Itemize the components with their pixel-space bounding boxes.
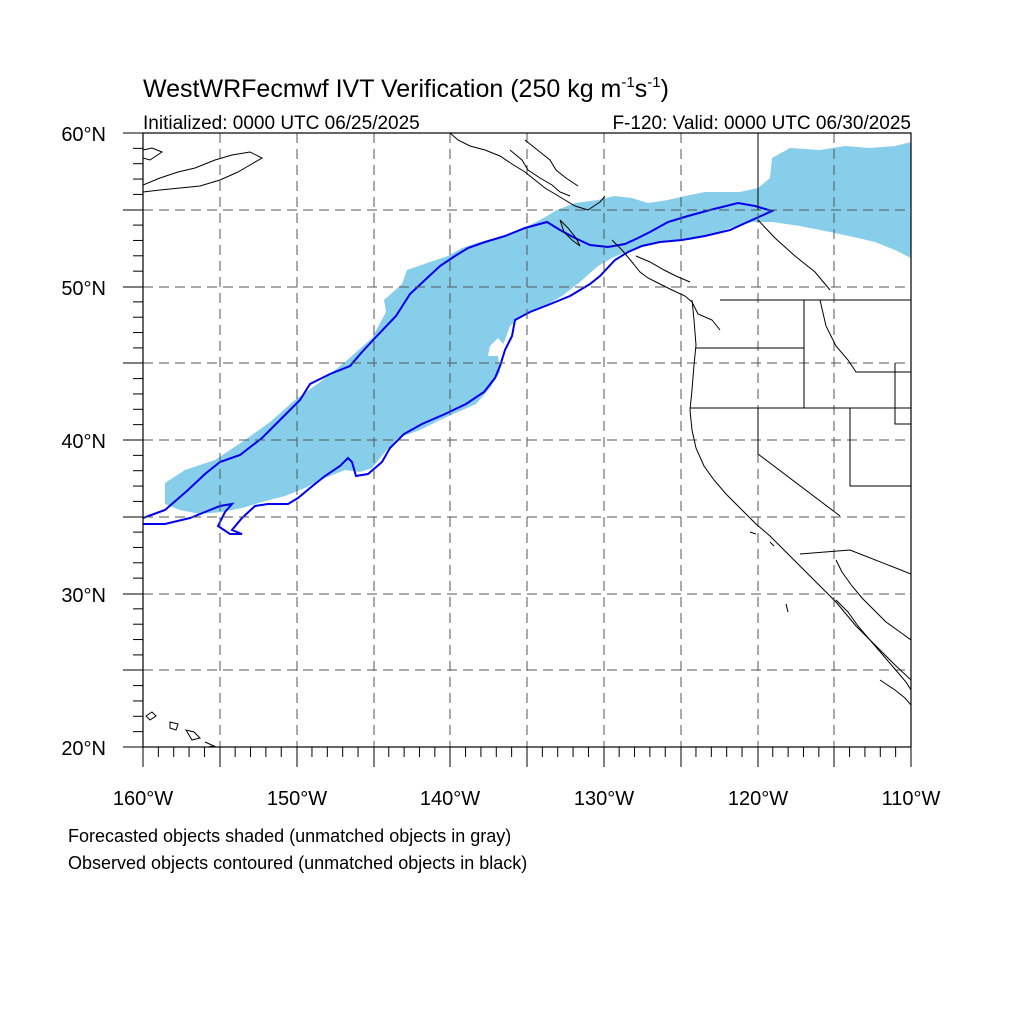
lon-label-140w: 140°W: [420, 788, 480, 810]
lat-label-60n: 60°N: [61, 124, 106, 146]
lon-label-120w: 120°W: [728, 788, 788, 810]
lon-label-130w: 130°W: [574, 788, 634, 810]
observed-object-contour: [143, 201, 775, 535]
lon-label-160w: 160°W: [113, 788, 173, 810]
lat-labels: 60°N 50°N 40°N 30°N 20°N: [61, 124, 106, 760]
lon-label-110w: 110°W: [882, 788, 941, 810]
lat-label-20n: 20°N: [61, 738, 106, 760]
axis-minor-ticks: [133, 147, 897, 757]
political-borders: [690, 133, 911, 575]
forecast-object-shaded-hole: [488, 338, 505, 356]
lat-label-30n: 30°N: [61, 585, 106, 607]
axis-ticks: [123, 132, 912, 767]
lon-label-150w: 150°W: [267, 788, 327, 810]
initialized-label: Initialized: 0000 UTC 06/25/2025: [143, 113, 420, 134]
forecast-object-shaded: [165, 142, 911, 514]
lat-label-50n: 50°N: [61, 278, 106, 300]
legend-observed-note: Observed objects contoured (unmatched ob…: [68, 853, 528, 873]
valid-time-label: F-120: Valid: 0000 UTC 06/30/2025: [612, 113, 911, 134]
coastlines: [143, 133, 911, 747]
lat-label-40n: 40°N: [61, 431, 106, 453]
figure-title: WestWRFecmwf IVT Verification (250 kg m-…: [143, 74, 669, 103]
legend-forecast-note: Forecasted objects shaded (unmatched obj…: [68, 826, 512, 846]
lon-labels: 160°W 150°W 140°W 130°W 120°W 110°W: [113, 788, 941, 810]
lat-lon-grid: [143, 133, 911, 747]
